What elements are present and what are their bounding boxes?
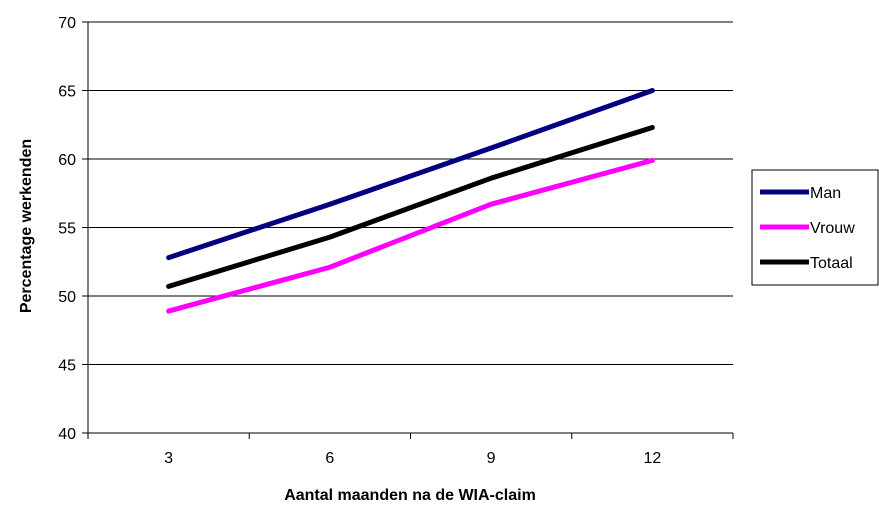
- series-lines: [166, 88, 655, 314]
- x-tick-label: 3: [164, 450, 173, 467]
- x-tick-label: 9: [487, 450, 496, 467]
- y-tick-label: 40: [58, 426, 76, 443]
- y-axis-title: Percentage werkenden: [18, 139, 35, 313]
- x-axis-title: Aantal maanden na de WIA-claim: [284, 487, 536, 504]
- series-line-totaal: [166, 124, 655, 289]
- y-tick-label: 70: [58, 15, 76, 32]
- axes: [82, 21, 734, 439]
- series-line-man: [166, 88, 655, 261]
- legend-label-vrouw: Vrouw: [810, 220, 855, 237]
- gridlines: [88, 21, 733, 365]
- x-tick-label: 6: [325, 450, 334, 467]
- legend-label-totaal: Totaal: [810, 255, 853, 272]
- legend-label-man: Man: [810, 185, 841, 202]
- x-tick-label: 12: [643, 450, 661, 467]
- y-tick-label: 60: [58, 152, 76, 169]
- tick-labels: 40 45 50 55 60 65 70 3 6 9 12: [58, 15, 661, 467]
- legend: Man Vrouw Totaal: [751, 169, 879, 286]
- series-line-vrouw: [166, 157, 655, 314]
- y-tick-label: 50: [58, 289, 76, 306]
- y-tick-label: 55: [58, 221, 76, 238]
- y-tick-label: 65: [58, 84, 76, 101]
- y-tick-label: 45: [58, 358, 76, 375]
